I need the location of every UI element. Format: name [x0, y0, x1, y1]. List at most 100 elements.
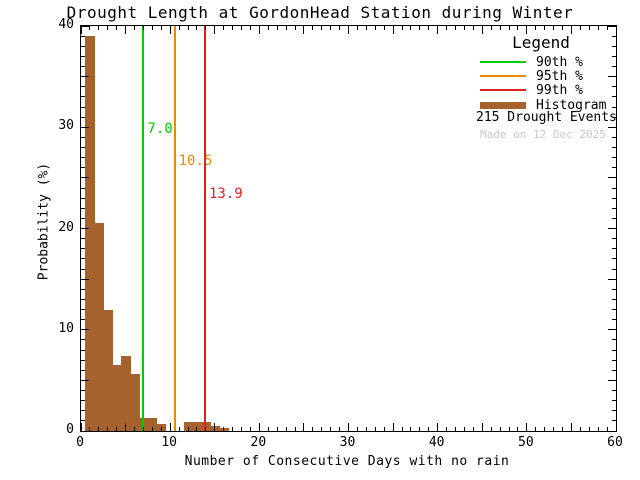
x-tick [472, 26, 474, 30]
histogram-bar [85, 36, 95, 431]
y-tick [81, 309, 85, 310]
y-tick [608, 177, 616, 179]
y-tick [81, 278, 89, 280]
y-tick [612, 167, 616, 169]
histogram-bar [130, 374, 140, 431]
x-tick [312, 427, 314, 431]
y-tick [81, 339, 85, 341]
x-tick [285, 26, 287, 30]
x-tick [249, 427, 251, 431]
x-tick [588, 427, 590, 431]
y-tick [81, 410, 85, 412]
y-tick [81, 228, 89, 229]
x-tick [330, 26, 332, 30]
x-tick [517, 26, 519, 30]
x-tick [178, 427, 180, 431]
y-tick-label: 0 [66, 422, 74, 437]
watermark-text: Made on 12 Dec 2025 [480, 128, 606, 141]
x-tick-label: 0 [76, 435, 84, 450]
y-tick [612, 96, 616, 98]
x-tick [223, 26, 225, 30]
x-tick [187, 427, 189, 431]
histogram-bar [183, 421, 194, 431]
x-tick [615, 26, 617, 34]
x-tick [276, 26, 278, 30]
y-tick [612, 147, 616, 148]
legend-label-90th: 90th % [536, 54, 583, 70]
legend-line-sample-90th [480, 61, 526, 63]
x-tick [116, 427, 118, 431]
x-tick-label: 60 [607, 435, 623, 450]
y-tick [81, 430, 89, 432]
x-tick [348, 423, 349, 431]
y-tick [612, 55, 616, 57]
x-tick-label: 30 [339, 435, 356, 450]
y-tick [81, 76, 89, 78]
y-tick [81, 238, 85, 240]
x-tick [499, 427, 501, 431]
x-tick [374, 427, 376, 431]
y-tick [608, 228, 616, 229]
x-tick [258, 423, 260, 431]
percentile-line-90th [142, 26, 145, 431]
x-tick [570, 423, 572, 431]
x-tick [169, 26, 171, 34]
x-tick [365, 26, 367, 30]
y-tick [612, 217, 616, 219]
y-tick [81, 248, 85, 250]
y-tick [608, 25, 616, 27]
x-tick [553, 427, 555, 431]
x-tick [490, 26, 492, 30]
x-tick [544, 427, 546, 431]
y-tick [612, 410, 616, 412]
percentile-line-95th [173, 26, 176, 431]
y-tick [612, 207, 616, 209]
x-tick [392, 26, 394, 34]
x-tick [437, 423, 439, 431]
x-tick [303, 423, 305, 431]
y-tick [612, 136, 616, 138]
x-tick [428, 26, 430, 30]
y-tick-label: 10 [58, 320, 74, 336]
x-tick [196, 26, 198, 30]
x-tick [401, 427, 403, 431]
y-tick [612, 309, 616, 310]
percentile-label-90th: 7.0 [147, 121, 173, 137]
x-tick [321, 427, 323, 431]
y-tick [81, 106, 85, 108]
y-tick [612, 106, 616, 108]
y-tick [81, 359, 85, 361]
histogram-bar [201, 421, 211, 431]
x-tick [463, 26, 465, 30]
x-tick [606, 427, 608, 431]
histogram-bar [192, 421, 202, 431]
x-tick [579, 427, 581, 431]
y-tick [612, 187, 616, 189]
x-tick [446, 427, 448, 431]
x-tick [205, 26, 207, 30]
y-tick [81, 126, 89, 128]
y-tick [81, 25, 89, 27]
percentile-label-95th: 10.5 [178, 153, 213, 169]
y-tick [81, 207, 85, 209]
x-tick [241, 26, 242, 30]
y-tick [81, 116, 85, 118]
y-tick-label: 30 [58, 118, 74, 134]
y-tick [81, 379, 89, 381]
x-tick [98, 26, 100, 30]
y-tick [612, 248, 616, 250]
x-tick [499, 26, 501, 30]
x-tick [392, 423, 394, 431]
x-tick [356, 26, 358, 30]
y-tick [81, 86, 85, 88]
legend-entry-99th: 99th % [480, 83, 583, 98]
x-tick [98, 427, 100, 431]
y-tick [612, 390, 616, 391]
y-tick [608, 379, 616, 381]
y-tick [608, 76, 616, 78]
x-tick [151, 427, 153, 431]
y-tick [612, 268, 616, 270]
x-tick [232, 26, 234, 30]
y-tick [81, 177, 89, 179]
